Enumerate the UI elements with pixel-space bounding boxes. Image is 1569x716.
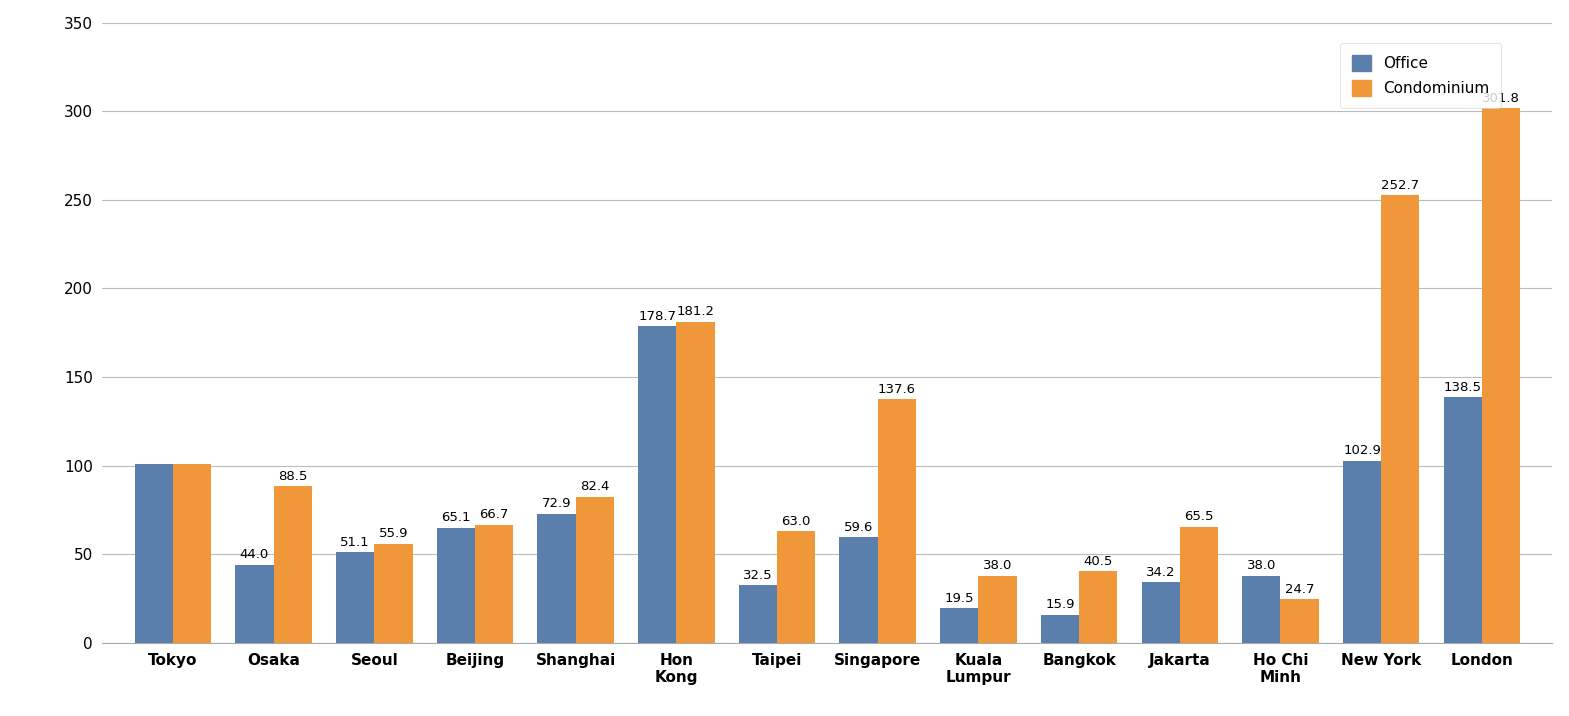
Text: 32.5: 32.5 (744, 569, 774, 582)
Bar (676, 321, 714, 643)
Bar (576, 497, 613, 643)
Bar (336, 552, 375, 643)
Text: 59.6: 59.6 (844, 521, 874, 533)
Text: 88.5: 88.5 (278, 470, 308, 483)
Bar (877, 399, 916, 643)
Text: 40.5: 40.5 (1084, 555, 1112, 568)
Bar (739, 585, 777, 643)
Bar (173, 464, 212, 643)
Bar (235, 565, 273, 643)
Text: 178.7: 178.7 (639, 310, 676, 323)
Text: 55.9: 55.9 (378, 527, 408, 541)
Text: 38.0: 38.0 (982, 559, 1012, 572)
Bar (1443, 397, 1481, 643)
Text: 138.5: 138.5 (1443, 381, 1481, 394)
Text: 65.5: 65.5 (1185, 511, 1214, 523)
Bar (639, 326, 676, 643)
Text: 72.9: 72.9 (541, 497, 571, 511)
Bar (436, 528, 475, 643)
Bar (1079, 571, 1117, 643)
Bar (538, 513, 576, 643)
Bar (1243, 576, 1280, 643)
Text: 24.7: 24.7 (1285, 583, 1315, 596)
Text: 19.5: 19.5 (945, 592, 974, 605)
Bar (1343, 460, 1381, 643)
Text: 51.1: 51.1 (340, 536, 370, 548)
Text: 63.0: 63.0 (781, 515, 811, 528)
Bar (1142, 582, 1180, 643)
Bar (375, 544, 413, 643)
Bar (475, 525, 513, 643)
Text: 15.9: 15.9 (1045, 598, 1075, 611)
Bar (135, 464, 173, 643)
Text: 102.9: 102.9 (1343, 444, 1381, 457)
Bar (1040, 615, 1079, 643)
Bar (979, 576, 1017, 643)
Text: 34.2: 34.2 (1145, 566, 1175, 579)
Text: 38.0: 38.0 (1247, 559, 1276, 572)
Bar (1180, 527, 1218, 643)
Bar (1280, 599, 1318, 643)
Text: 301.8: 301.8 (1483, 92, 1520, 105)
Bar (1381, 195, 1420, 643)
Text: 252.7: 252.7 (1381, 178, 1420, 192)
Text: 65.1: 65.1 (441, 511, 471, 524)
Text: 137.6: 137.6 (879, 382, 916, 395)
Text: 44.0: 44.0 (240, 548, 270, 561)
Bar (273, 486, 312, 643)
Legend: Office, Condominium: Office, Condominium (1340, 43, 1502, 108)
Text: 66.7: 66.7 (480, 508, 508, 521)
Bar (940, 609, 979, 643)
Bar (777, 531, 816, 643)
Bar (1481, 108, 1520, 643)
Bar (839, 537, 877, 643)
Text: 181.2: 181.2 (676, 305, 714, 318)
Text: 82.4: 82.4 (581, 480, 609, 493)
